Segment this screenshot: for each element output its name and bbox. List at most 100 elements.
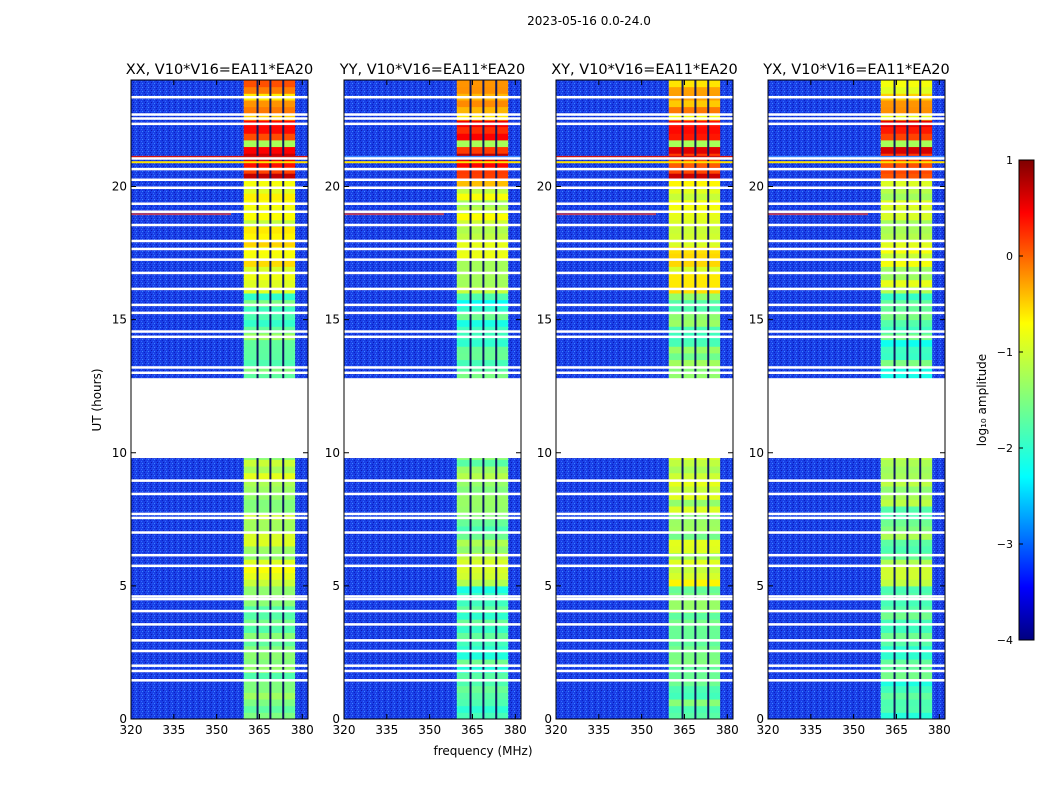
flag-line — [344, 623, 521, 626]
flag-line — [556, 113, 733, 116]
y-tick-label: 5 — [332, 579, 340, 593]
x-tick-label: 350 — [630, 723, 653, 737]
flag-line — [556, 366, 733, 369]
flag-line — [556, 303, 733, 307]
flag-line — [556, 479, 733, 482]
flag-line — [131, 512, 308, 516]
flag-line — [131, 303, 308, 307]
x-tick-label: 335 — [587, 723, 610, 737]
data-gap — [768, 378, 945, 459]
y-tick-label: 10 — [749, 446, 764, 460]
flag-line — [768, 247, 945, 251]
flag-line — [131, 639, 308, 642]
flag-line — [131, 202, 308, 205]
flag-line — [131, 113, 308, 116]
data-gap — [344, 378, 521, 459]
panel-2: YY, V10*V16=EA11*EA20 320 335 350 365 380 0 5 10… — [325, 62, 527, 737]
flag-line — [556, 595, 733, 598]
y-tick-label: 15 — [537, 313, 552, 327]
data-gap — [131, 378, 308, 459]
flag-line — [768, 669, 945, 673]
active-band — [243, 80, 296, 720]
rfi-row — [131, 161, 308, 164]
flag-line — [131, 649, 308, 653]
flag-line — [344, 210, 521, 213]
x-tick-label: 380 — [291, 723, 314, 737]
flag-line — [344, 287, 521, 291]
x-tick-label: 365 — [461, 723, 484, 737]
colorbar-tick-label: −1 — [997, 346, 1013, 359]
flag-line — [344, 366, 521, 369]
flag-line — [344, 113, 521, 116]
colorbar-tick-label: −2 — [997, 442, 1013, 455]
flag-line — [131, 167, 308, 171]
flag-line — [768, 335, 945, 339]
flag-line — [344, 564, 521, 568]
flag-line — [556, 516, 733, 520]
flag-line — [131, 186, 308, 189]
y-tick-label: 10 — [325, 446, 340, 460]
flag-line — [344, 479, 521, 482]
flag-line — [556, 553, 733, 557]
flag-line — [131, 553, 308, 557]
y-tick-label: 20 — [325, 180, 340, 194]
x-axis-label: frequency (MHz) — [433, 744, 532, 758]
flag-line — [768, 479, 945, 482]
flag-line — [768, 564, 945, 568]
y-tick-label: 5 — [544, 579, 552, 593]
panel-1: XX, V10*V16=EA11*EA20 320 335 350 365 380 0 5 10… — [112, 62, 314, 737]
y-tick-label: 5 — [756, 579, 764, 593]
y-tick-label: 20 — [112, 180, 127, 194]
flag-line — [556, 157, 733, 160]
flag-line — [768, 223, 945, 227]
flag-line — [556, 679, 733, 682]
rfi-row — [768, 213, 868, 216]
flag-line — [556, 247, 733, 251]
flag-line — [768, 258, 945, 261]
flag-line — [768, 531, 945, 534]
flag-line — [344, 122, 521, 126]
x-tick-label: 320 — [545, 723, 568, 737]
flag-line — [768, 303, 945, 307]
flag-line — [344, 202, 521, 205]
flag-line — [768, 623, 945, 626]
flag-line — [556, 335, 733, 339]
flag-line — [768, 287, 945, 291]
rfi-row — [768, 161, 945, 164]
flag-line — [131, 366, 308, 369]
flag-line — [556, 223, 733, 227]
flag-line — [344, 303, 521, 307]
flag-line — [344, 609, 521, 613]
y-tick-label: 15 — [325, 313, 340, 327]
flag-line — [768, 597, 945, 601]
flag-line — [768, 639, 945, 642]
colorbar-tick-label: 1 — [1006, 154, 1013, 167]
flag-line — [131, 122, 308, 126]
colorbar-scale — [1018, 159, 1035, 641]
flag-line — [768, 239, 945, 243]
flag-line — [768, 113, 945, 116]
y-tick-label: 0 — [332, 712, 340, 726]
flag-line — [131, 564, 308, 568]
flag-line — [768, 595, 945, 598]
flag-line — [556, 512, 733, 516]
flag-line — [768, 122, 945, 126]
flag-line — [768, 516, 945, 520]
flag-line — [344, 595, 521, 598]
x-tick-label: 350 — [842, 723, 865, 737]
flag-line — [556, 122, 733, 126]
flag-line — [131, 247, 308, 251]
flag-line — [344, 553, 521, 557]
figure-suptitle: 2023-05-16 0.0-24.0 — [527, 14, 651, 28]
flag-line — [131, 679, 308, 682]
panel-frame — [555, 79, 734, 720]
flag-line — [131, 623, 308, 626]
flag-line — [556, 239, 733, 243]
flag-line — [768, 512, 945, 516]
y-tick-label: 0 — [119, 712, 127, 726]
panel-title: YX, V10*V16=EA11*EA20 — [762, 62, 949, 78]
flag-line — [344, 186, 521, 189]
flag-line — [131, 595, 308, 598]
flag-line — [556, 531, 733, 534]
flag-line — [556, 492, 733, 496]
